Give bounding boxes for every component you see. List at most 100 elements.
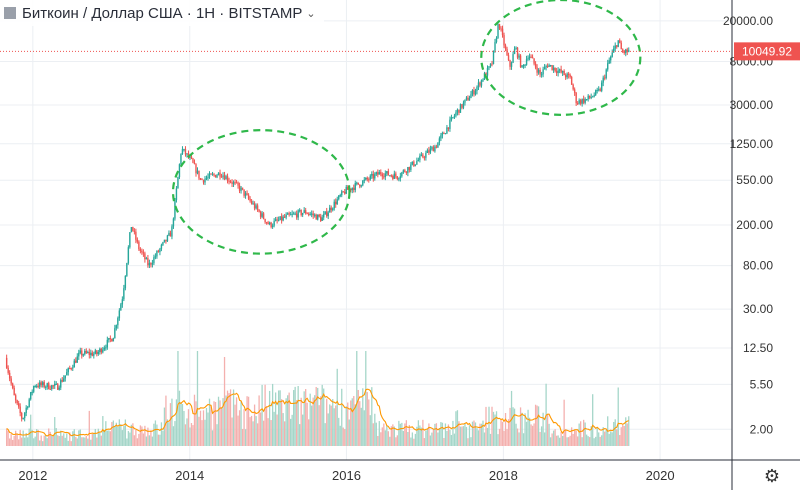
y-tick-label: 30.00 <box>743 302 773 316</box>
volume-bar <box>169 403 172 446</box>
candle-body <box>240 187 242 191</box>
candle <box>524 63 526 69</box>
volume-bar <box>90 439 92 446</box>
candle <box>539 67 541 78</box>
candle-body <box>48 383 50 389</box>
candle-body <box>153 257 155 264</box>
symbol-header[interactable]: Биткоин / Доллар США · 1Н · BITSTAMP ⌄ <box>0 0 324 26</box>
volume-bar <box>398 420 400 446</box>
candle <box>600 80 603 93</box>
candle <box>327 210 329 220</box>
volume-bar <box>326 398 328 446</box>
volume-bar <box>476 428 478 446</box>
volume-bar <box>459 426 462 446</box>
volume-bar <box>99 431 101 446</box>
volume-bar <box>410 437 412 446</box>
candle <box>339 193 341 198</box>
candle-body <box>441 132 444 136</box>
gear-icon[interactable]: ⚙ <box>763 466 780 486</box>
candle-body <box>58 387 60 390</box>
candle <box>489 63 492 68</box>
candle <box>298 208 301 213</box>
candle <box>175 185 178 203</box>
candle-body <box>159 248 161 253</box>
candle-body <box>504 45 507 49</box>
candle <box>336 196 338 205</box>
volume-bar <box>513 408 516 446</box>
volume-bar <box>422 419 424 446</box>
volume-bar <box>120 424 122 446</box>
volume-bar <box>569 435 571 446</box>
volume-bar <box>30 414 32 446</box>
candle-body <box>611 52 613 57</box>
candle <box>435 144 438 149</box>
chevron-down-icon[interactable]: ⌄ <box>306 7 316 20</box>
candle-body <box>552 67 555 71</box>
candle <box>127 245 130 265</box>
candle <box>199 177 202 181</box>
x-tick-label: 2016 <box>332 468 361 483</box>
candle <box>283 213 286 219</box>
candle <box>241 187 244 191</box>
candle <box>292 211 295 215</box>
candle <box>527 55 529 61</box>
volume-bar <box>339 425 341 446</box>
candle <box>468 95 471 101</box>
candle <box>590 93 592 100</box>
volume-bar <box>243 409 245 446</box>
candle-body <box>533 58 535 64</box>
candle-body <box>590 96 592 98</box>
candle-body <box>549 65 552 67</box>
candle-body <box>551 65 553 71</box>
candle-body <box>587 95 589 100</box>
candle-body <box>485 73 487 76</box>
volume-bar <box>124 419 127 446</box>
candle-body <box>539 69 541 75</box>
candle <box>16 399 18 406</box>
candle <box>465 96 468 101</box>
candle <box>49 385 51 390</box>
candle <box>303 207 305 214</box>
candle-body <box>247 194 250 199</box>
candle <box>94 348 97 355</box>
volume-bar <box>446 430 448 446</box>
candle-body <box>291 213 293 215</box>
candle <box>548 63 550 68</box>
volume-bar <box>558 437 561 446</box>
volume-bar <box>402 430 405 446</box>
candle-body <box>480 79 483 86</box>
candle <box>265 221 268 225</box>
candle-body <box>75 360 77 363</box>
volume-bar <box>497 434 499 446</box>
candle <box>126 262 128 277</box>
volume-bar <box>247 396 250 446</box>
volume-bar <box>147 427 149 446</box>
candle-body <box>313 214 316 216</box>
candle <box>471 89 474 97</box>
candle-body <box>84 350 86 355</box>
volume-bar <box>447 424 450 446</box>
candle-body <box>204 178 206 183</box>
volume-bar <box>108 430 110 446</box>
candle-body <box>186 153 188 155</box>
volume-bar <box>537 406 540 446</box>
candle <box>396 176 399 181</box>
volume-bar <box>267 418 269 446</box>
volume-bar <box>253 404 256 446</box>
volume-bar <box>317 387 319 446</box>
x-tick-label: 2014 <box>175 468 204 483</box>
candle <box>344 188 346 195</box>
candle-body <box>228 180 230 182</box>
candle-body <box>471 90 474 95</box>
candle <box>288 211 290 217</box>
volume-bar <box>347 402 349 446</box>
candle <box>369 174 371 181</box>
candle-body <box>111 338 113 342</box>
candle <box>186 153 188 158</box>
candle-body <box>359 184 361 187</box>
volume-bar <box>258 395 260 446</box>
volume-bar <box>39 440 41 446</box>
candle-body <box>477 82 480 87</box>
